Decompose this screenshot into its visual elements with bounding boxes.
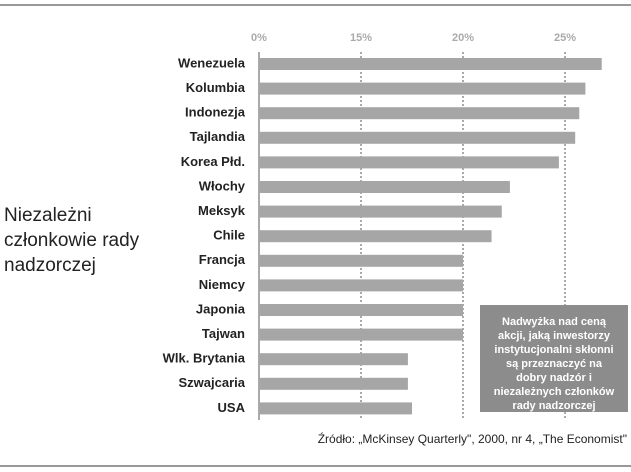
y-tick-label: USA <box>218 400 246 415</box>
bar <box>259 181 510 193</box>
bar <box>259 230 492 243</box>
source: Źródło: „McKinsey Quarterly", 2000, nr 4… <box>317 432 627 446</box>
x-tick-label: 25% <box>554 32 576 44</box>
y-tick-label: Kolumbia <box>186 80 246 95</box>
bar <box>259 156 559 169</box>
x-tick-label: 15% <box>350 32 372 44</box>
bar <box>259 328 463 341</box>
bar <box>259 131 576 144</box>
y-tick-label: Wenezuela <box>178 55 246 70</box>
bar <box>259 82 586 95</box>
bar <box>259 304 463 316</box>
y-tick-label: Indonezja <box>185 105 246 120</box>
y-tick-label: Włochy <box>199 178 246 193</box>
chart-title: Niezależni członkowie rady nadzorczej <box>4 205 140 276</box>
bar <box>259 58 602 70</box>
y-tick-label: Meksyk <box>198 203 246 218</box>
y-tick-label: Korea Płd. <box>181 154 245 169</box>
bar <box>259 205 502 218</box>
y-tick-label: Chile <box>213 228 245 243</box>
x-tick-label: 0% <box>251 32 267 44</box>
y-tick-label: Niemcy <box>199 277 246 292</box>
bar <box>259 353 408 366</box>
bar <box>259 107 580 120</box>
x-tick-label: 20% <box>452 32 474 44</box>
annotation: Nadwyżka nad ceną akcji, jaką inwestorzy… <box>480 305 628 412</box>
y-tick-label: Szwajcaria <box>179 375 246 390</box>
bar <box>259 402 412 415</box>
bar <box>259 377 408 390</box>
y-tick-label: Wlk. Brytania <box>163 351 246 366</box>
bar <box>259 279 463 292</box>
y-tick-label: Japonia <box>196 301 246 316</box>
y-tick-label: Tajwan <box>202 326 245 341</box>
y-tick-label: Tajlandia <box>190 129 246 144</box>
y-tick-label: Francja <box>199 252 246 267</box>
bar <box>259 254 463 267</box>
